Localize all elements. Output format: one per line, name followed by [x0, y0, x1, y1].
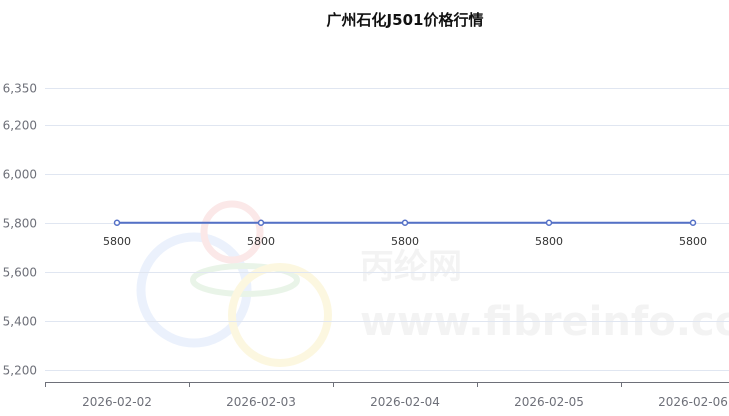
data-point — [257, 219, 265, 226]
y-tick-label: 6,350 — [3, 82, 37, 96]
y-tick-label: 5,800 — [3, 217, 37, 231]
data-point — [113, 219, 121, 226]
y-tick-label: 5,400 — [3, 315, 37, 329]
data-label: 5800 — [535, 235, 563, 248]
chart-title: 广州石化J501价格行情 — [327, 11, 484, 29]
x-tick-label: 2026-02-02 — [82, 395, 152, 409]
data-label: 5800 — [247, 235, 275, 248]
y-tick-label: 5,200 — [3, 364, 37, 378]
y-tick-label: 6,000 — [3, 168, 37, 182]
data-label: 5800 — [679, 235, 707, 248]
y-tick-label: 6,200 — [3, 119, 37, 133]
data-label: 5800 — [103, 235, 131, 248]
x-tick-label: 2026-02-05 — [514, 395, 584, 409]
data-point — [545, 219, 553, 226]
data-label: 5800 — [391, 235, 419, 248]
data-point — [401, 219, 409, 226]
x-tick-label: 2026-02-06 — [658, 395, 728, 409]
y-tick-label: 5,600 — [3, 266, 37, 280]
watermark-cn: 丙纶网 — [360, 247, 462, 287]
x-tick-label: 2026-02-04 — [370, 395, 440, 409]
watermark-logo: 丙纶网 www.fibreinfo.com — [136, 200, 729, 367]
x-tick-label: 2026-02-03 — [226, 395, 296, 409]
data-point — [689, 219, 697, 226]
